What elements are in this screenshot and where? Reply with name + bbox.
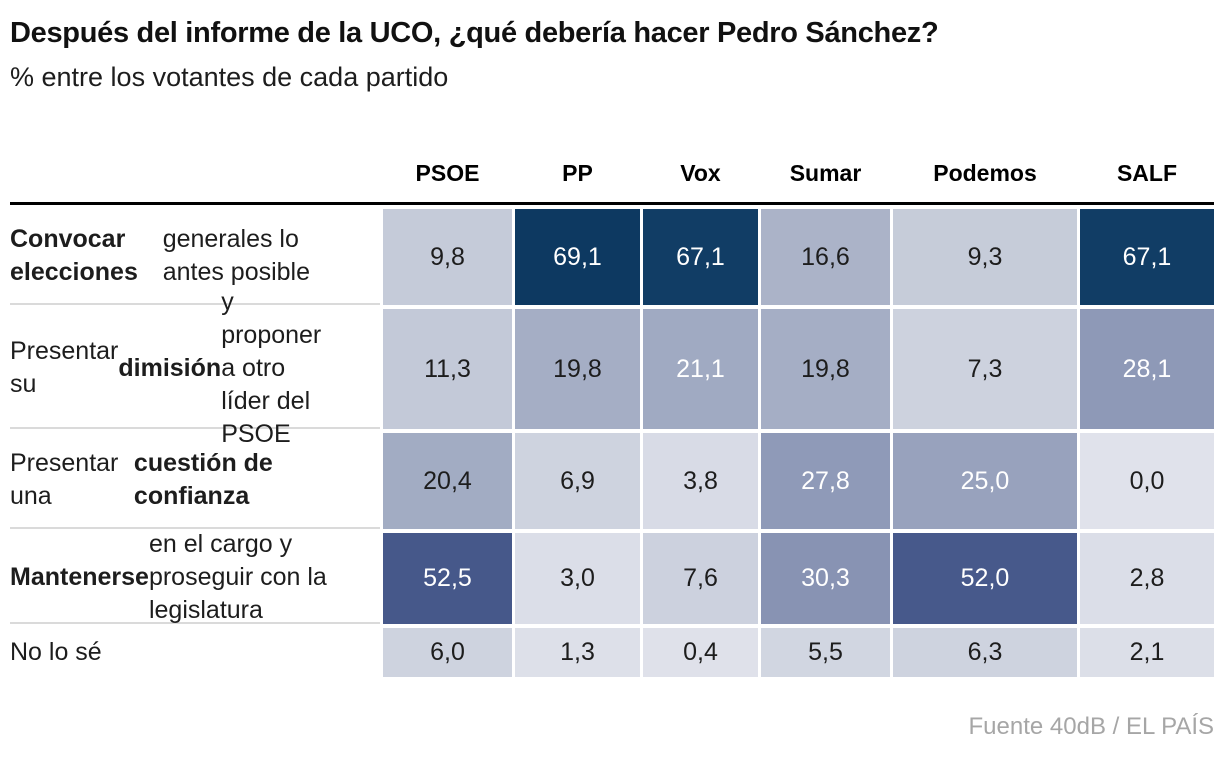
table-row: Convocar elecciones generales lo antes p… xyxy=(10,209,1214,305)
heatmap-cell: 7,6 xyxy=(643,533,758,624)
table-row: Presentar una cuestión de confianza 20,4 6… xyxy=(10,433,1214,529)
heatmap-cell: 2,8 xyxy=(1080,533,1214,624)
heatmap-cell: 30,3 xyxy=(761,533,890,624)
row-label: No lo sé xyxy=(10,638,102,666)
column-header-pp: PP xyxy=(562,160,593,186)
heatmap-cell: 6,3 xyxy=(893,628,1077,677)
heatmap-cell: 3,8 xyxy=(643,433,758,529)
column-header-salf: SALF xyxy=(1116,160,1178,186)
heatmap-table: PSOE PP Vox Sumar Podemos SALF Convocar elecc… xyxy=(10,145,1214,677)
heatmap-cell: 16,6 xyxy=(761,209,890,305)
table-row: Mantenerse en el cargo y proseguir con l… xyxy=(10,530,1214,624)
heatmap-cell: 19,8 xyxy=(515,309,640,429)
heatmap-cell: 6,9 xyxy=(515,433,640,529)
table-row: No lo sé 6,0 1,3 0,4 5,5 6,3 2,1 xyxy=(10,628,1214,677)
heatmap-cell: 21,1 xyxy=(643,309,758,429)
chart-subtitle: % entre los votantes de cada partido xyxy=(10,62,449,92)
heatmap-cell: 7,3 xyxy=(893,309,1077,429)
heatmap-cell: 28,1 xyxy=(1080,309,1214,429)
row-label: Convocar elecciones generales lo antes p… xyxy=(10,209,380,305)
chart-title: Después del informe de la UCO, ¿qué debe… xyxy=(10,17,939,49)
heatmap-cell: 0,0 xyxy=(1080,433,1214,529)
heatmap-cell: 1,3 xyxy=(515,628,640,677)
row-label: Mantenerse en el cargo y proseguir con l… xyxy=(10,530,380,624)
table-header-row: PSOE PP Vox Sumar Podemos SALF xyxy=(10,145,1214,205)
heatmap-cell: 67,1 xyxy=(643,209,758,305)
heatmap-cell: 5,5 xyxy=(761,628,890,677)
table-row: Presentar su dimisión y proponer a otro … xyxy=(10,288,1214,448)
heatmap-cell: 69,1 xyxy=(515,209,640,305)
heatmap-cell: 6,0 xyxy=(383,628,512,677)
heatmap-cell: 9,3 xyxy=(893,209,1077,305)
heatmap-cell: 25,0 xyxy=(893,433,1077,529)
column-header-psoe: PSOE xyxy=(415,160,480,186)
heatmap-cell: 9,8 xyxy=(383,209,512,305)
row-label: Presentar su dimisión y proponer a otro … xyxy=(10,288,380,448)
heatmap-cell: 19,8 xyxy=(761,309,890,429)
heatmap-cell: 67,1 xyxy=(1080,209,1214,305)
heatmap-cell: 20,4 xyxy=(383,433,512,529)
row-label: Presentar una cuestión de confianza xyxy=(10,433,380,529)
heatmap-cell: 52,5 xyxy=(383,533,512,624)
heatmap-cell: 3,0 xyxy=(515,533,640,624)
column-header-sumar: Sumar xyxy=(789,160,862,186)
column-header-vox: Vox xyxy=(680,160,721,186)
column-header-podemos: Podemos xyxy=(933,160,1037,186)
heatmap-cell: 52,0 xyxy=(893,533,1077,624)
heatmap-cell: 11,3 xyxy=(383,309,512,429)
heatmap-cell: 0,4 xyxy=(643,628,758,677)
source-credit: Fuente 40dB / EL PAÍS xyxy=(968,713,1214,740)
heatmap-cell: 27,8 xyxy=(761,433,890,529)
heatmap-cell: 2,1 xyxy=(1080,628,1214,677)
